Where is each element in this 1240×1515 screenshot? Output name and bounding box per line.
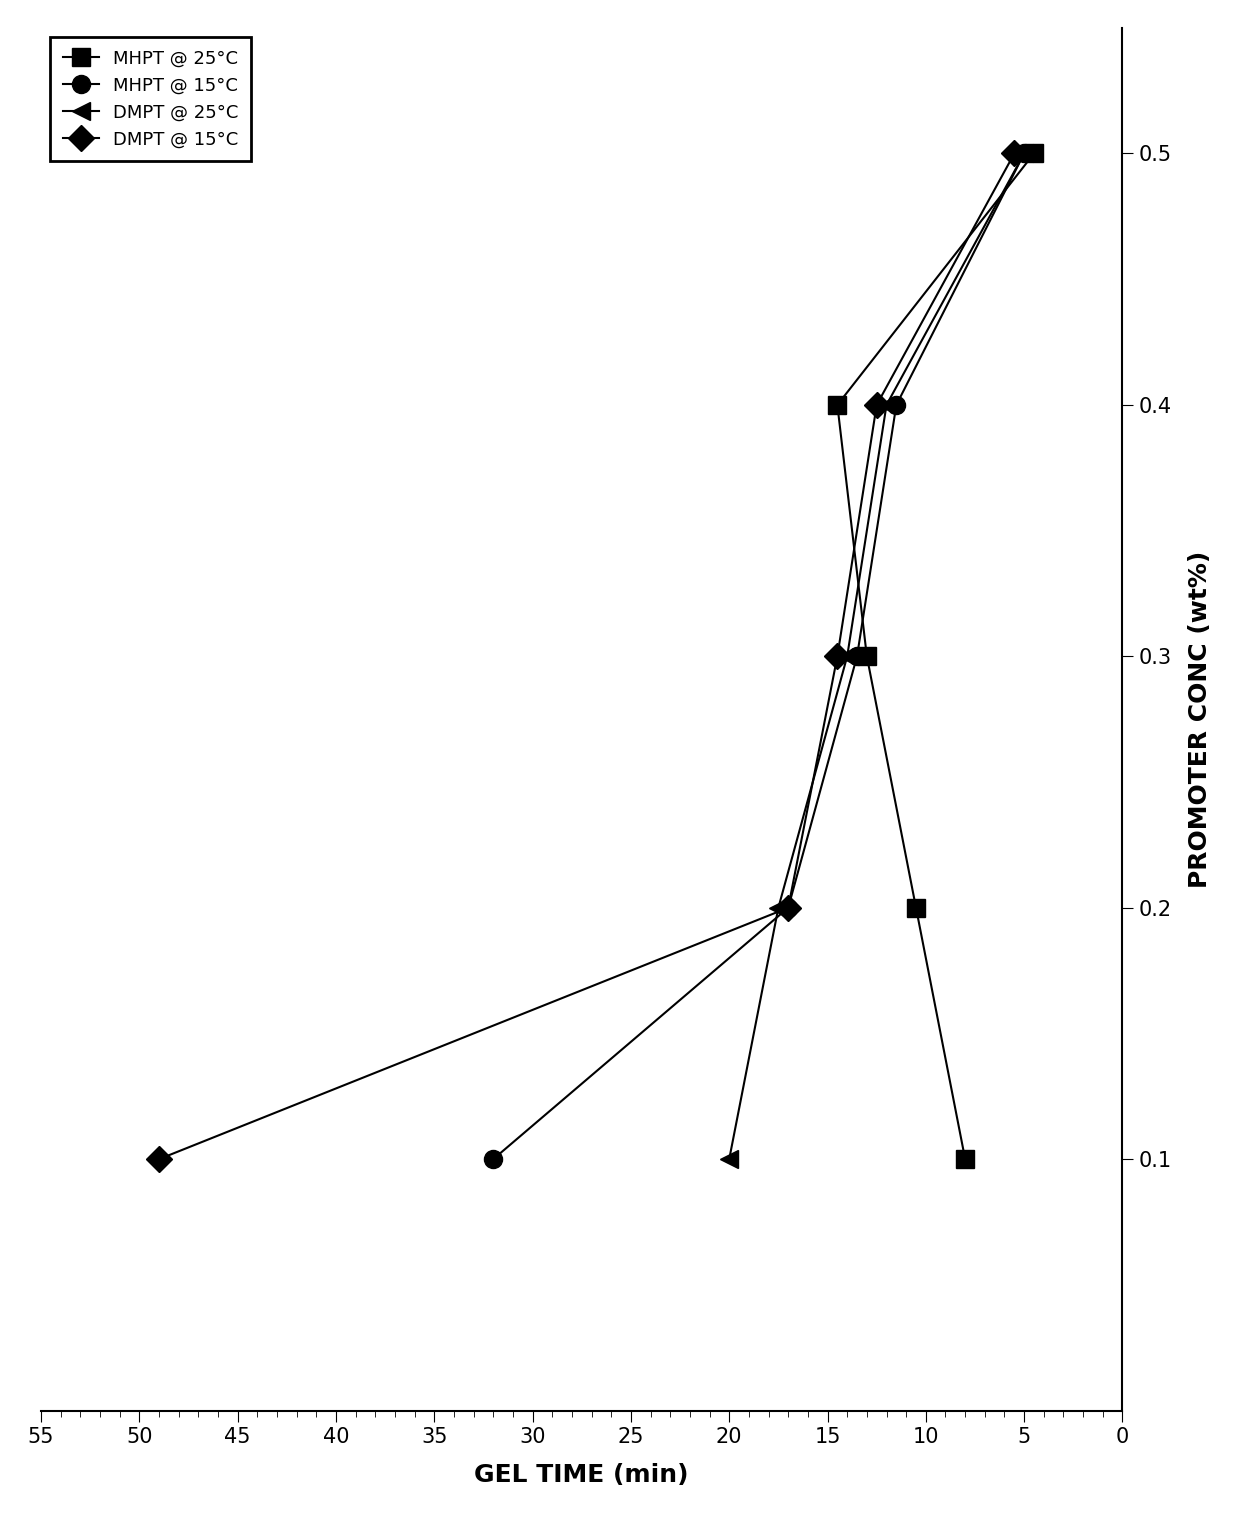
DMPT @ 25°C: [1017, 144, 1032, 162]
MHPT @ 25°C: [830, 395, 844, 414]
MHPT @ 15°C: [486, 1150, 501, 1168]
Legend: MHPT @ 25°C, MHPT @ 15°C, DMPT @ 25°C, DMPT @ 15°C: MHPT @ 25°C, MHPT @ 15°C, DMPT @ 25°C, D…: [50, 36, 252, 161]
Line: DMPT @ 25°C: DMPT @ 25°C: [720, 144, 1033, 1168]
MHPT @ 25°C: [1027, 144, 1042, 162]
Line: DMPT @ 15°C: DMPT @ 15°C: [150, 144, 1023, 1168]
DMPT @ 25°C: [839, 647, 854, 665]
MHPT @ 15°C: [849, 647, 864, 665]
DMPT @ 15°C: [1007, 144, 1022, 162]
MHPT @ 25°C: [859, 647, 874, 665]
DMPT @ 15°C: [830, 647, 844, 665]
MHPT @ 25°C: [957, 1150, 972, 1168]
DMPT @ 15°C: [781, 898, 796, 917]
MHPT @ 15°C: [889, 395, 904, 414]
DMPT @ 25°C: [722, 1150, 737, 1168]
MHPT @ 15°C: [1017, 144, 1032, 162]
X-axis label: GEL TIME (min): GEL TIME (min): [475, 1463, 689, 1488]
Line: MHPT @ 15°C: MHPT @ 15°C: [485, 144, 1033, 1168]
MHPT @ 15°C: [781, 898, 796, 917]
DMPT @ 15°C: [869, 395, 884, 414]
Line: MHPT @ 25°C: MHPT @ 25°C: [828, 144, 1043, 1168]
DMPT @ 15°C: [151, 1150, 166, 1168]
Y-axis label: PROMOTER CONC (wt%): PROMOTER CONC (wt%): [1188, 550, 1213, 888]
DMPT @ 25°C: [879, 395, 894, 414]
DMPT @ 25°C: [771, 898, 786, 917]
MHPT @ 25°C: [909, 898, 924, 917]
